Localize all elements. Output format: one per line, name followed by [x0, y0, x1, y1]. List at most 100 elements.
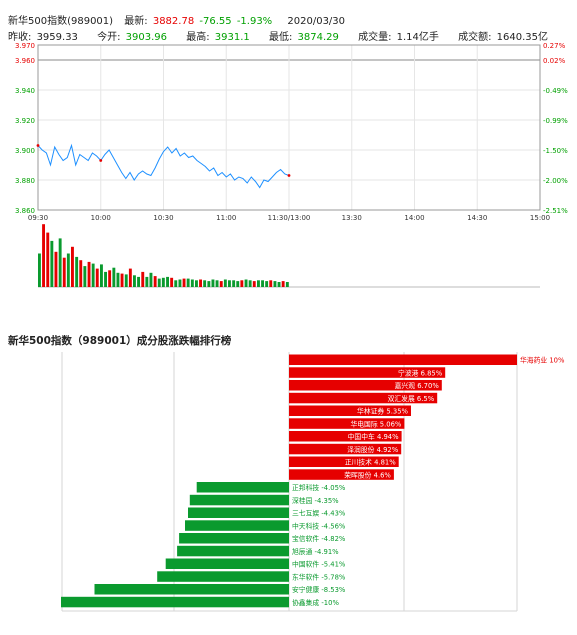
- rank-bar-label: 协鑫集成 -10%: [292, 598, 339, 607]
- volume-bar: [128, 268, 132, 287]
- rank-bar: [289, 405, 411, 416]
- index-name: 新华500指数(989001): [8, 16, 114, 27]
- volume-bar: [269, 280, 273, 287]
- rank-bar: [289, 418, 405, 429]
- latest-value: 3882.78: [152, 16, 195, 27]
- price-marker-point: [36, 144, 40, 147]
- volume-bar: [223, 279, 227, 287]
- volume-bar: [54, 251, 58, 287]
- open-value: 3903.96: [125, 32, 168, 43]
- volume-bar: [211, 279, 215, 287]
- volume-bar: [104, 271, 107, 287]
- low-label: 最低:: [268, 32, 293, 43]
- header-row-1: 新华500指数(989001) 最新: 3882.78 -76.55 -1.93…: [8, 12, 347, 27]
- volume-bar: [100, 264, 103, 287]
- volume-bar: [75, 256, 79, 288]
- volume-bar: [273, 281, 277, 287]
- rank-bar-label: 华电国际 5.06%: [350, 419, 401, 428]
- rank-bar: [289, 443, 402, 455]
- rank-bar: [289, 456, 399, 467]
- y-left-tick-label: 3.970: [15, 42, 35, 50]
- volume-bar: [66, 253, 70, 287]
- x-tick-label: 14:30: [467, 214, 487, 222]
- volume-bar: [38, 253, 41, 287]
- volume-bar: [232, 280, 236, 287]
- volume-bar: [71, 246, 74, 287]
- y-left-tick-label: 3.860: [15, 207, 35, 215]
- rank-bar: [289, 354, 517, 365]
- volume-bar: [133, 275, 136, 287]
- volume-bar: [261, 280, 264, 287]
- rank-bar: [289, 469, 394, 480]
- volume-bar: [166, 276, 169, 287]
- volume-bar: [116, 272, 120, 287]
- volume-bar: [120, 273, 124, 287]
- volume-bar: [62, 257, 66, 287]
- volume-value: 1.14亿手: [396, 32, 439, 43]
- high-label: 最高:: [186, 32, 210, 43]
- rank-bar: [94, 584, 289, 595]
- rank-bar-label: 华海药业 10%: [520, 356, 565, 365]
- rank-bar-label: 深桂园 -4.35%: [292, 496, 339, 505]
- y-right-tick-label: -1.50%: [543, 147, 568, 155]
- x-tick-label: 11:30/13:00: [268, 214, 311, 222]
- volume-bar: [203, 280, 207, 287]
- volume-bar: [153, 276, 157, 287]
- volume-bar: [240, 280, 244, 287]
- turnover-value: 1640.35亿: [496, 32, 549, 43]
- volume-bar: [170, 277, 174, 287]
- ranking-chart-title: 新华500指数（989001）成分股涨跌幅排行榜: [8, 335, 232, 347]
- change-pct: -1.93%: [236, 16, 273, 27]
- volume-bar: [174, 280, 178, 287]
- volume-bar: [95, 268, 99, 287]
- x-tick-label: 10:30: [153, 214, 173, 222]
- intraday-volume-chart: [38, 224, 540, 288]
- y-right-tick-label: -2.51%: [543, 207, 568, 215]
- y-right-tick-label: -0.49%: [543, 87, 568, 95]
- volume-bar: [161, 277, 165, 287]
- rank-bar-label: 东华软件 -5.78%: [292, 572, 346, 581]
- rank-bar: [289, 380, 442, 391]
- latest-label: 最新:: [124, 16, 148, 27]
- rank-bar-label: 安宁健康 -8.53%: [292, 585, 346, 594]
- rank-bar-label: 中国软件 -5.41%: [292, 560, 346, 569]
- rank-bar-label: 中国中车 4.94%: [348, 432, 399, 441]
- y-left-tick-label: 3.900: [15, 147, 35, 155]
- y-right-tick-label: 0.02%: [543, 57, 566, 65]
- price-series-line: [37, 143, 290, 189]
- prev-close-value: 3959.33: [36, 32, 78, 43]
- volume-bar: [83, 266, 87, 287]
- turnover-label: 成交额:: [458, 32, 492, 43]
- rank-bar: [179, 533, 289, 544]
- rank-bar-label: 正川技术 4.81%: [345, 458, 396, 467]
- volume-bar: [112, 267, 116, 287]
- rank-bar-label: 三七互娱 -4.43%: [292, 509, 346, 518]
- volume-bar: [248, 280, 252, 287]
- volume-bar: [149, 272, 153, 287]
- header-row-2: 昨收: 3959.33 今开: 3903.96 最高: 3931.1 最低: 3…: [8, 28, 550, 43]
- volume-bar: [186, 278, 190, 287]
- y-left-tick-label: 3.880: [15, 177, 35, 185]
- volume-bar: [257, 280, 260, 287]
- volume-bar: [215, 280, 219, 287]
- low-value: 3874.29: [297, 32, 339, 43]
- y-left-tick-label: 3.960: [15, 57, 35, 65]
- x-tick-label: 10:00: [91, 214, 111, 222]
- volume-bar: [281, 281, 285, 287]
- volume-bar: [236, 281, 240, 287]
- volume-bar: [252, 281, 256, 287]
- rank-bar-label: 嘉兴观 6.70%: [395, 381, 440, 390]
- volume-bar: [190, 279, 194, 287]
- rank-bar-label: 宝信软件 -4.82%: [292, 534, 346, 543]
- price-plot-frame: [37, 44, 541, 211]
- volume-bar: [108, 270, 112, 288]
- x-tick-label: 09:30: [28, 214, 48, 222]
- y-right-tick-label: 0.27%: [543, 42, 566, 50]
- volume-bar: [244, 279, 248, 287]
- rank-bar: [289, 392, 438, 404]
- high-value: 3931.1: [214, 32, 250, 43]
- rank-bar: [185, 520, 289, 531]
- price-marker-point: [99, 159, 103, 162]
- volume-bar: [46, 232, 50, 287]
